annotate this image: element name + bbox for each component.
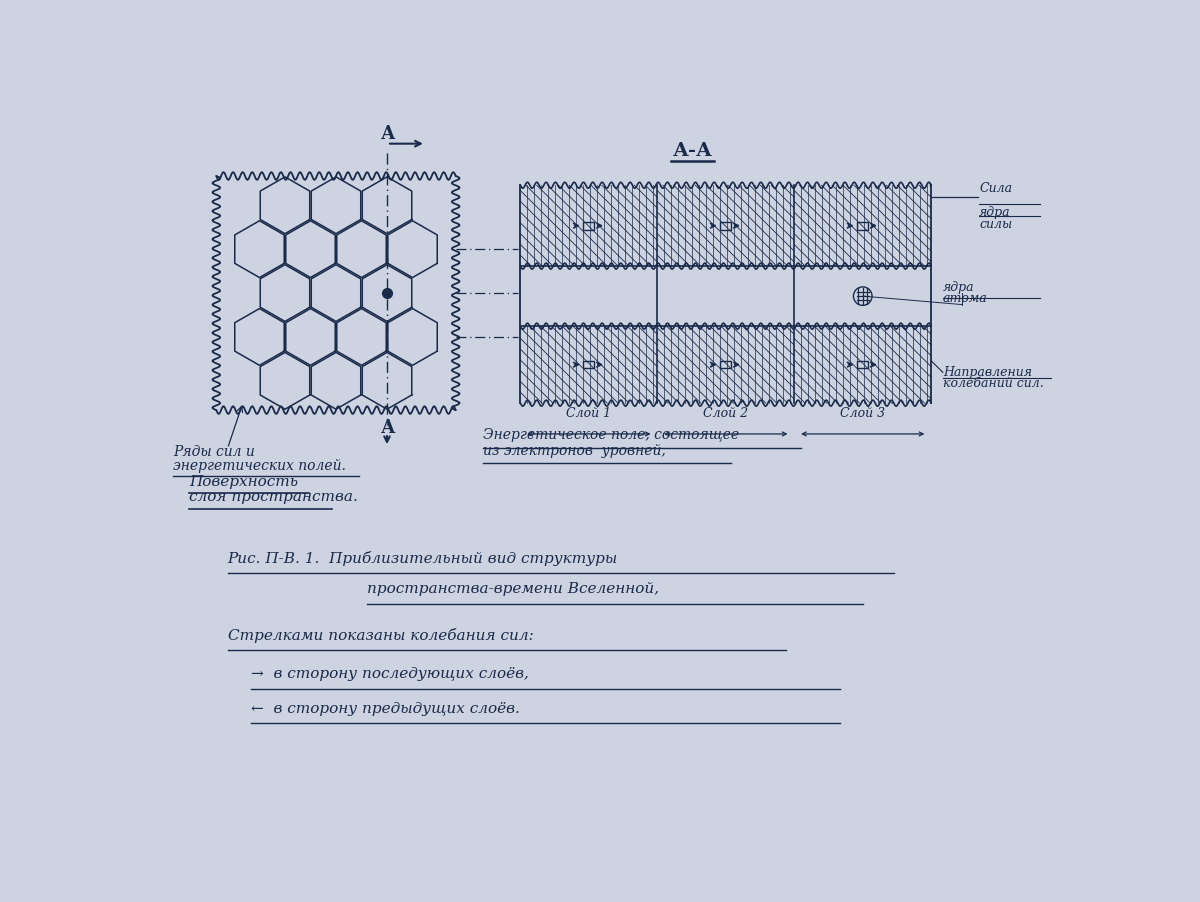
Bar xyxy=(583,222,594,229)
Text: А: А xyxy=(380,419,395,437)
Text: пространства-времени Вселенной,: пространства-времени Вселенной, xyxy=(367,583,659,596)
Text: Рис. П-В. 1.  Приблизительный вид структуры: Рис. П-В. 1. Приблизительный вид структу… xyxy=(228,550,618,566)
Text: Слой 3: Слой 3 xyxy=(840,407,886,420)
Text: →  в сторону последующих слоёв,: → в сторону последующих слоёв, xyxy=(251,667,529,681)
Text: А: А xyxy=(380,125,395,143)
Bar xyxy=(857,361,868,369)
Text: Ряды сил и: Ряды сил и xyxy=(173,446,256,459)
Bar xyxy=(720,361,731,369)
Text: Слой 2: Слой 2 xyxy=(703,407,749,420)
Bar xyxy=(857,222,868,229)
Text: Энергетическое поле, состоящее: Энергетическое поле, состоящее xyxy=(484,428,739,442)
Text: ядра: ядра xyxy=(943,281,974,294)
Text: Стрелками показаны колебания сил:: Стрелками показаны колебания сил: xyxy=(228,628,533,642)
Text: атома: атома xyxy=(943,292,988,305)
Text: Поверхность: Поверхность xyxy=(188,474,298,489)
Bar xyxy=(720,222,731,229)
Text: ядра: ядра xyxy=(979,206,1010,219)
Text: ←  в сторону предыдущих слоёв.: ← в сторону предыдущих слоёв. xyxy=(251,702,520,715)
Text: из электронов  уровней,: из электронов уровней, xyxy=(484,444,666,457)
Text: энергетических полей.: энергетических полей. xyxy=(173,459,346,474)
Text: Сила: Сила xyxy=(979,182,1013,195)
Bar xyxy=(583,361,594,369)
Text: слоя пространства.: слоя пространства. xyxy=(188,490,358,504)
Text: Направления: Направления xyxy=(943,366,1032,379)
Text: колебаний сил.: колебаний сил. xyxy=(943,377,1044,391)
Text: силы: силы xyxy=(979,217,1013,231)
Text: Слой 1: Слой 1 xyxy=(566,407,612,420)
Text: А-А: А-А xyxy=(672,142,713,160)
